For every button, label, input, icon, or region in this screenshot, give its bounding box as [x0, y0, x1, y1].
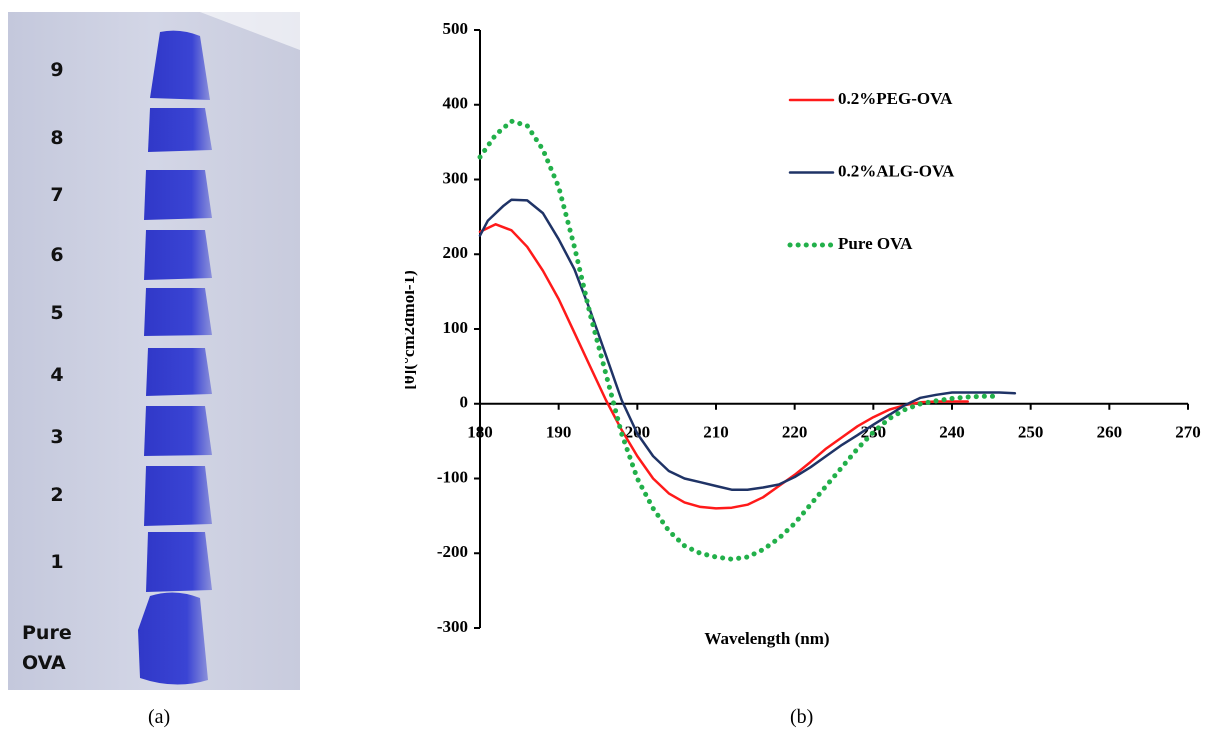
x-tick-label: 180: [467, 423, 493, 442]
x-tick-label: 250: [1018, 423, 1044, 442]
caption-b: (b): [790, 706, 813, 729]
legend-label: 0.2%ALG-OVA: [838, 161, 955, 180]
legend-label: 0.2%PEG-OVA: [838, 89, 953, 108]
y-axis-label: [θ](°cm2dmol-1): [405, 270, 418, 390]
x-tick-label: 220: [782, 423, 808, 442]
series-line: [480, 121, 999, 559]
y-tick-label: 500: [443, 19, 469, 38]
y-tick-label: 200: [443, 243, 469, 262]
x-tick-label: 190: [546, 423, 572, 442]
gel-bands: [138, 31, 212, 685]
lane-label: 3: [22, 422, 92, 452]
y-tick-label: 300: [443, 168, 469, 187]
x-axis-label: Wavelength (nm): [704, 629, 829, 648]
x-tick-label: 260: [1097, 423, 1123, 442]
x-tick-label: 210: [703, 423, 729, 442]
series-line: [480, 200, 1015, 490]
lane-label: 2: [22, 480, 92, 510]
gel-image: [0, 0, 310, 700]
lane-label: 4: [22, 360, 92, 390]
chart: [θ](°cm2dmol-1) Wavelength (nm) -300 -200…: [405, 0, 1205, 690]
page: {"gel": {"lane_labels": ["9", "8", "7", …: [0, 0, 1205, 734]
lane-label: 8: [22, 123, 92, 153]
y-tick-label: -300: [437, 617, 468, 636]
caption-a: (a): [148, 706, 170, 729]
lane-label: 7: [22, 180, 92, 210]
y-tick-label: -100: [437, 467, 468, 486]
y-tick-label: -200: [437, 542, 468, 561]
lane-label: 6: [22, 240, 92, 270]
x-tick-label: 240: [939, 423, 965, 442]
series-line: [480, 224, 968, 508]
lane-label: 1: [22, 547, 92, 577]
y-tick-label: 100: [443, 318, 469, 337]
lane-label: Pure OVA: [22, 618, 82, 678]
lane-label: 5: [22, 298, 92, 328]
y-tick-label: 0: [460, 393, 469, 412]
x-tick-label: 270: [1175, 423, 1201, 442]
lane-label: 9: [22, 55, 92, 85]
y-tick-label: 400: [443, 94, 469, 113]
legend-label: Pure OVA: [838, 234, 913, 253]
